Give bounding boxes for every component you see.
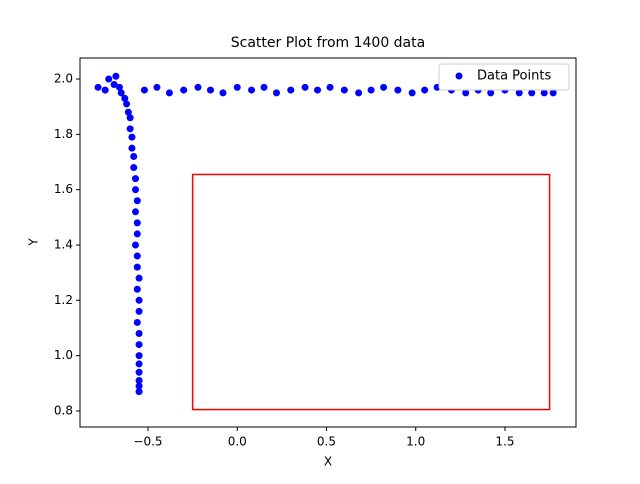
- point: [128, 133, 136, 141]
- point: [130, 164, 138, 172]
- point: [287, 86, 295, 94]
- point: [355, 89, 363, 97]
- plot-frame: [79, 57, 577, 428]
- point: [132, 186, 140, 194]
- point: [94, 83, 102, 91]
- point: [133, 219, 141, 227]
- point: [117, 89, 125, 97]
- point: [340, 86, 348, 94]
- x-tick-label: 0.0: [228, 435, 247, 449]
- point: [260, 83, 268, 91]
- y-tick-label: 2.0: [54, 72, 73, 86]
- point: [101, 86, 109, 94]
- point: [135, 307, 143, 315]
- point: [194, 83, 202, 91]
- point: [462, 89, 470, 97]
- point: [219, 89, 227, 97]
- point: [133, 263, 141, 271]
- point: [153, 83, 161, 91]
- point: [135, 382, 143, 390]
- x-tick-label: 0.5: [317, 435, 336, 449]
- point: [135, 341, 143, 349]
- y-tick-label: 1.0: [54, 348, 73, 362]
- point: [123, 100, 131, 108]
- point: [180, 86, 188, 94]
- point: [233, 83, 241, 91]
- point: [105, 75, 113, 83]
- point: [408, 89, 416, 97]
- point: [128, 144, 136, 152]
- point: [135, 377, 143, 385]
- point: [135, 368, 143, 376]
- point: [380, 83, 388, 91]
- legend-marker: [455, 72, 463, 80]
- point: [394, 86, 402, 94]
- legend-box: [438, 63, 570, 91]
- point: [132, 175, 140, 183]
- y-tick-label: 1.4: [54, 237, 73, 251]
- point: [133, 252, 141, 260]
- point: [135, 274, 143, 282]
- point: [112, 72, 120, 80]
- point: [314, 86, 322, 94]
- point: [367, 86, 375, 94]
- point: [515, 89, 523, 97]
- point: [421, 86, 429, 94]
- x-axis-label: X: [324, 455, 332, 469]
- point: [326, 83, 334, 91]
- point: [549, 89, 557, 97]
- point: [248, 86, 256, 94]
- point: [132, 241, 140, 249]
- point: [115, 83, 123, 91]
- legend-label: Data Points: [477, 69, 551, 84]
- point: [133, 318, 141, 326]
- point: [130, 152, 138, 160]
- y-tick-label: 1.8: [54, 127, 73, 141]
- highlight-box: [191, 173, 551, 411]
- point: [206, 86, 214, 94]
- point: [135, 352, 143, 360]
- point: [301, 83, 309, 91]
- x-tick-label: −0.5: [133, 435, 162, 449]
- point: [133, 285, 141, 293]
- point: [133, 230, 141, 238]
- point: [132, 208, 140, 216]
- y-tick-label: 1.6: [54, 182, 73, 196]
- point: [528, 89, 536, 97]
- point: [135, 388, 143, 396]
- point: [135, 330, 143, 338]
- x-tick-label: 1.0: [406, 435, 425, 449]
- point: [135, 360, 143, 368]
- point: [540, 89, 548, 97]
- y-tick-label: 0.8: [54, 403, 73, 417]
- point: [133, 197, 141, 205]
- y-tick-label: 1.2: [54, 293, 73, 307]
- point: [135, 296, 143, 304]
- point: [126, 125, 134, 133]
- y-axis-label: Y: [27, 238, 41, 247]
- point: [110, 81, 118, 89]
- point: [487, 89, 495, 97]
- point: [165, 89, 173, 97]
- chart-title: Scatter Plot from 1400 data: [231, 35, 425, 51]
- point: [126, 114, 134, 122]
- x-tick-label: 1.5: [495, 435, 514, 449]
- point: [124, 108, 132, 116]
- point: [140, 86, 148, 94]
- point: [121, 94, 129, 102]
- point: [273, 89, 281, 97]
